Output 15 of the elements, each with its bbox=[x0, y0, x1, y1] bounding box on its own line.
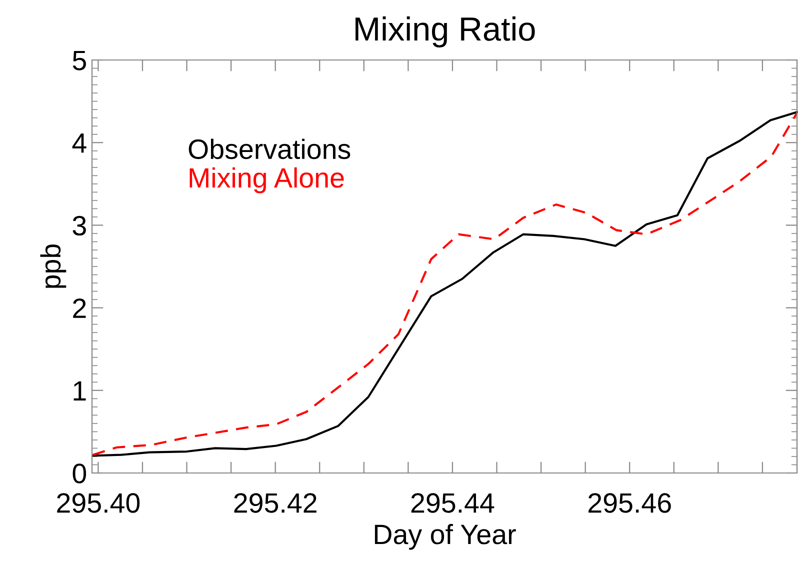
x-tick-label: 295.44 bbox=[411, 493, 494, 513]
y-tick-label: 0 bbox=[72, 464, 86, 484]
y-tick-label: 5 bbox=[72, 50, 86, 70]
y-tick-label: 2 bbox=[73, 298, 86, 318]
text: Observations bbox=[188, 138, 350, 160]
x-tick-label: 295.42 bbox=[234, 493, 316, 513]
chart-title: Mixing Ratio bbox=[356, 16, 535, 48]
y-axis-title: ppb bbox=[40, 244, 66, 288]
x-axis-title: Day of Year bbox=[374, 524, 516, 550]
x-tick-label: 295.46 bbox=[588, 493, 671, 513]
y-tick-label: 3 bbox=[72, 216, 86, 236]
x-tick-label: 295.40 bbox=[57, 493, 140, 513]
y-tick-label: 4 bbox=[72, 134, 86, 153]
text: Mixing Alone bbox=[190, 167, 344, 194]
y-tick-label: 1 bbox=[74, 381, 86, 400]
